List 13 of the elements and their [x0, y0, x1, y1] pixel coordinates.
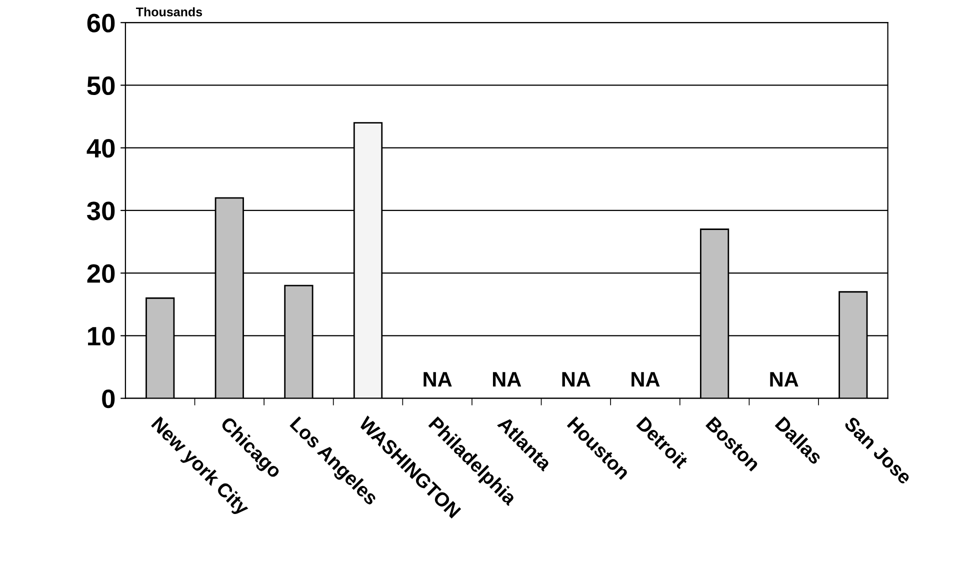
y-tick-label: 60 — [87, 14, 115, 32]
text: NA — [632, 372, 660, 386]
y-tick-label: 0 — [102, 389, 115, 408]
y-tick-label: 30 — [86, 202, 115, 220]
y-axis-title: Thousands — [136, 7, 202, 16]
text: NA — [562, 372, 590, 386]
y-tick-label: 20 — [87, 264, 115, 283]
text: NA — [424, 372, 452, 386]
y-tick-label: 50 — [87, 76, 115, 96]
y-tick-label: 10 — [88, 326, 115, 346]
y-tick-label: 40 — [86, 138, 115, 158]
text: NA — [492, 372, 522, 386]
text: NA — [770, 372, 798, 386]
